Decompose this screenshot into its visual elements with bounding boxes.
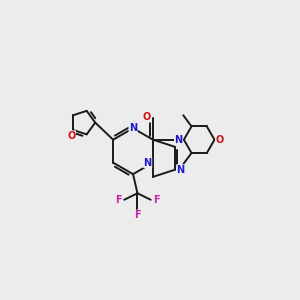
Text: O: O bbox=[216, 135, 224, 145]
Text: O: O bbox=[67, 131, 76, 141]
Text: F: F bbox=[116, 195, 122, 205]
Text: O: O bbox=[142, 112, 151, 122]
Text: F: F bbox=[134, 210, 141, 220]
Text: F: F bbox=[153, 195, 159, 205]
Text: N: N bbox=[129, 123, 137, 133]
Text: N: N bbox=[177, 165, 185, 175]
Text: N: N bbox=[144, 158, 152, 168]
Text: N: N bbox=[175, 135, 183, 145]
